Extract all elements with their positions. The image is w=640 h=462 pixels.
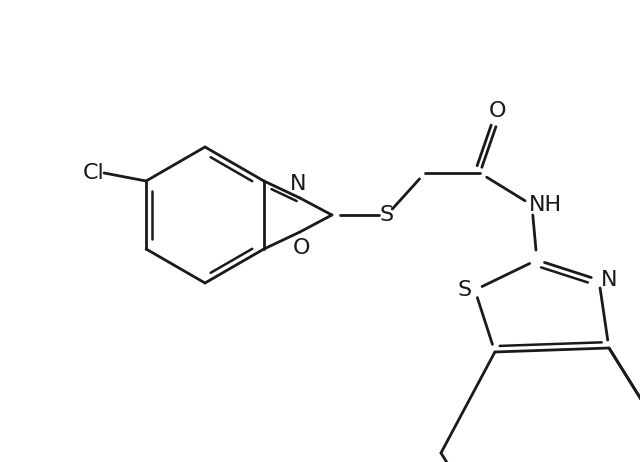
- Text: N: N: [290, 174, 306, 194]
- Text: S: S: [458, 280, 472, 300]
- Text: NH: NH: [529, 195, 563, 215]
- Text: O: O: [293, 238, 310, 258]
- Text: O: O: [489, 101, 507, 121]
- Text: Cl: Cl: [83, 163, 105, 183]
- Text: N: N: [600, 270, 617, 290]
- Text: S: S: [380, 205, 394, 225]
